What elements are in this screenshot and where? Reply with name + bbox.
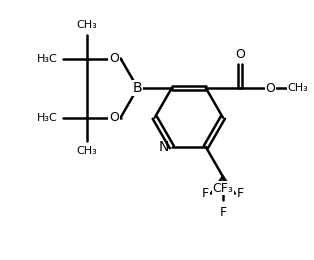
Text: CH₃: CH₃ [76, 20, 97, 30]
Text: N: N [159, 140, 169, 154]
Text: F: F [219, 205, 226, 218]
Text: CH₃: CH₃ [288, 83, 308, 93]
Text: B: B [133, 81, 143, 95]
Text: CF₃: CF₃ [213, 182, 233, 195]
Text: F: F [236, 187, 244, 200]
Text: H₃C: H₃C [37, 113, 57, 122]
Text: O: O [109, 111, 119, 124]
Text: O: O [235, 48, 245, 61]
Text: F: F [202, 187, 209, 200]
Text: H₃C: H₃C [37, 54, 57, 63]
Text: O: O [109, 52, 119, 65]
Text: CH₃: CH₃ [76, 146, 97, 157]
Text: O: O [266, 82, 275, 95]
